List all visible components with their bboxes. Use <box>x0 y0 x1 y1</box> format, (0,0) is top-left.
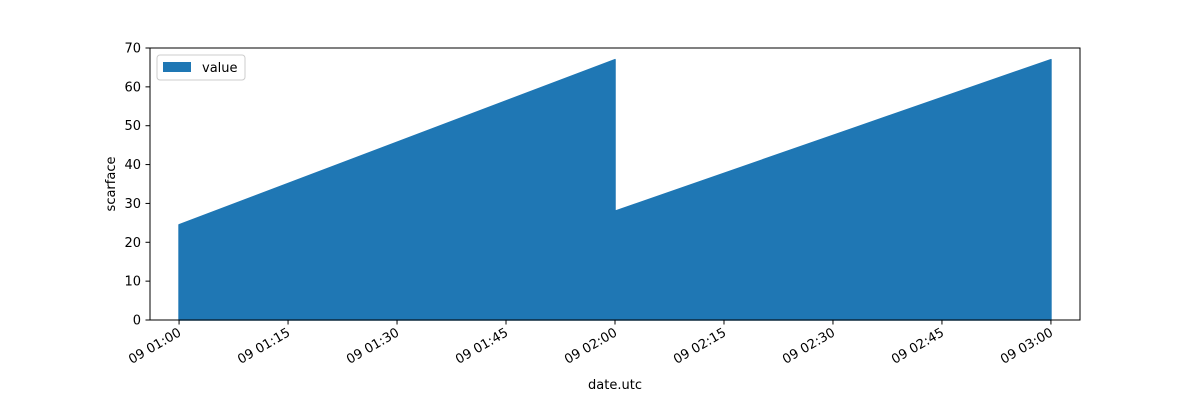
y-axis: 0 10 20 30 40 50 60 70 <box>124 42 150 329</box>
plot-area <box>178 58 1052 321</box>
y-tick-label: 0 <box>133 314 141 329</box>
x-tick-label: 09 02:45 <box>889 325 947 367</box>
x-axis-label: date.utc <box>588 378 642 393</box>
y-tick-label: 40 <box>124 158 141 173</box>
legend-label-value: value <box>202 61 238 76</box>
y-tick-label: 10 <box>124 275 141 290</box>
y-axis-label: scarface <box>104 157 119 212</box>
x-tick-label: 09 01:30 <box>344 325 402 367</box>
y-tick-label: 60 <box>124 80 141 95</box>
x-tick-label: 09 02:00 <box>562 325 620 367</box>
x-tick-label: 09 02:15 <box>671 325 729 367</box>
x-tick-label: 09 01:00 <box>126 325 184 367</box>
y-tick-label: 70 <box>124 42 141 57</box>
x-axis: 09 01:00 09 01:15 09 01:30 09 01:45 09 02:00… <box>126 320 1056 368</box>
y-tick-label: 30 <box>124 197 141 212</box>
legend: value <box>156 54 246 81</box>
y-tick-label: 50 <box>124 119 141 134</box>
x-tick-label: 09 01:45 <box>453 325 511 367</box>
x-tick-label: 09 01:15 <box>235 325 293 367</box>
x-tick-label: 09 03:00 <box>998 325 1056 367</box>
y-tick-label: 20 <box>124 236 141 251</box>
legend-swatch <box>163 62 191 72</box>
x-tick-label: 09 02:30 <box>780 325 838 367</box>
area-series-value <box>178 58 1052 321</box>
legend-box <box>156 54 246 81</box>
